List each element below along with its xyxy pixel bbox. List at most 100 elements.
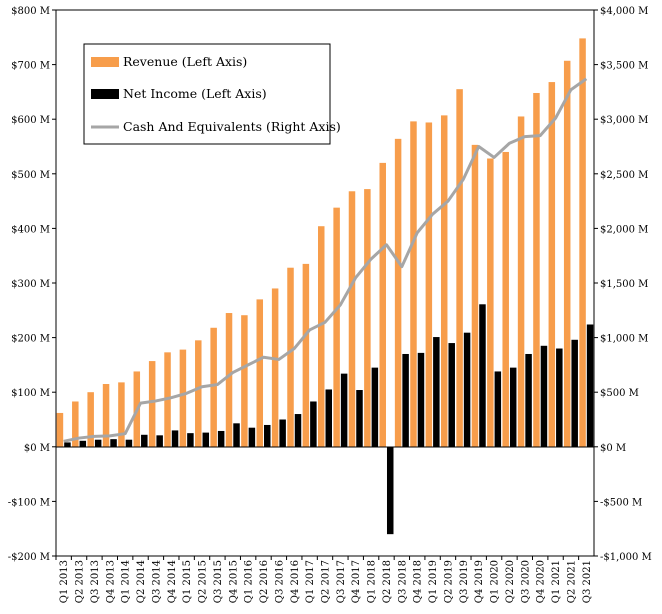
x-axis-tick-label: Q3 2021	[582, 560, 593, 603]
net-income-bar	[125, 439, 133, 447]
x-axis-tick-label: Q1 2019	[428, 560, 439, 603]
net-income-bar	[433, 337, 440, 447]
net-income-bar	[94, 439, 102, 447]
left-axis-tick-label: $400 M	[11, 224, 50, 235]
net-income-bar	[448, 343, 455, 447]
revenue-bar	[471, 144, 479, 447]
net-income-bar	[217, 430, 225, 447]
right-axis-tick-label: $3,000 M	[600, 115, 648, 126]
x-axis-tick-label: Q4 2020	[536, 560, 547, 603]
x-axis-tick-label: Q3 2016	[274, 560, 285, 603]
revenue-bar	[87, 392, 94, 447]
net-income-bar	[141, 434, 148, 447]
net-income-bar	[571, 339, 578, 447]
revenue-bar	[487, 158, 494, 447]
revenue-bar	[210, 327, 217, 447]
x-axis-tick-label: Q1 2016	[244, 560, 255, 603]
x-axis-tick-label: Q3 2017	[336, 560, 347, 603]
revenue-bar	[348, 191, 356, 447]
revenue-bar	[225, 313, 233, 447]
right-axis-tick-label: $4,000 M	[600, 6, 648, 17]
net-income-bar	[187, 433, 194, 447]
x-axis-tick-label: Q3 2020	[520, 560, 531, 603]
right-axis-tick-label: $2,000 M	[600, 224, 648, 235]
right-axis-tick-label: -$500 M	[600, 497, 642, 508]
x-axis-tick-label: Q2 2015	[198, 560, 209, 603]
right-axis-tick-label: $2,500 M	[600, 170, 648, 181]
revenue-bar	[302, 263, 310, 447]
revenue-bar	[440, 115, 448, 447]
revenue-bar	[425, 122, 433, 447]
x-axis-tick-label: Q3 2015	[213, 560, 224, 603]
left-axis-tick-label: $700 M	[11, 61, 50, 72]
x-axis-tick-label: Q2 2013	[75, 560, 86, 603]
revenue-bar	[102, 384, 110, 447]
x-axis-tick-label: Q2 2014	[136, 560, 147, 603]
x-axis: Q1 2013 Q2 2013 Q3 2013 Q4 2013 Q1 2014 Q2 20…	[55, 556, 593, 603]
x-axis-tick-label: Q4 2019	[474, 560, 485, 603]
net-income-bar	[233, 423, 240, 447]
legend-net-income-swatch	[91, 89, 119, 99]
x-axis-tick-label: Q4 2018	[413, 560, 424, 603]
net-income-bar	[156, 435, 163, 447]
net-income-bar	[294, 414, 302, 447]
revenue-bar	[563, 60, 571, 447]
net-income-bar	[79, 440, 87, 447]
legend-box	[83, 43, 331, 145]
net-income-bar	[171, 430, 179, 447]
net-income-bar	[340, 373, 348, 447]
net-income-bar	[540, 345, 548, 447]
x-axis-tick-label: Q4 2015	[228, 560, 239, 603]
legend-revenue-label: Revenue (Left Axis)	[123, 54, 247, 69]
net-income-bar	[325, 389, 332, 447]
right-axis-tick-label: $0 M	[600, 443, 626, 454]
net-income-bar	[386, 446, 394, 535]
revenue-bar	[256, 299, 264, 447]
net-income-bar	[402, 353, 409, 447]
legend-revenue-swatch	[91, 57, 119, 67]
net-income-bar	[417, 352, 425, 447]
x-axis-tick-label: Q2 2021	[566, 560, 577, 603]
revenue-series	[56, 38, 586, 447]
revenue-bar	[179, 349, 187, 447]
x-axis-tick-label: Q1 2015	[182, 560, 193, 603]
revenue-bar	[56, 412, 64, 447]
x-axis-tick-label: Q3 2019	[459, 560, 470, 603]
net-income-bar	[479, 304, 486, 447]
left-axis-tick-label: -$200 M	[8, 552, 50, 563]
legend-net-income-label: Net Income (Left Axis)	[123, 86, 267, 101]
net-income-bar	[525, 353, 532, 447]
right-axis-tick-label: -$1,000 M	[600, 552, 652, 563]
x-axis-tick-label: Q1 2018	[367, 560, 378, 603]
right-axis-tick-label: $500 M	[600, 388, 639, 399]
revenue-bar	[148, 361, 156, 447]
cash-series	[63, 77, 588, 443]
x-axis-tick-label: Q4 2016	[290, 560, 301, 603]
revenue-bar	[533, 92, 540, 447]
revenue-bar	[287, 267, 294, 447]
revenue-bar	[579, 38, 586, 447]
x-axis-tick-label: Q3 2014	[151, 560, 162, 603]
left-axis-tick-label: $100 M	[11, 388, 50, 399]
net-income-series	[64, 304, 594, 535]
x-axis-tick-label: Q2 2018	[382, 560, 393, 603]
net-income-bar	[264, 424, 271, 447]
right-axis: -$1,000 M -$500 M $0 M $500 M $1,000 M $1,500…	[594, 6, 652, 563]
revenue-bar	[394, 138, 402, 447]
x-axis-tick-label: Q2 2016	[259, 560, 270, 603]
revenue-bar	[318, 226, 325, 447]
revenue-bar	[502, 151, 509, 447]
net-income-bar	[556, 348, 563, 447]
revenue-bar	[548, 82, 556, 447]
right-axis-tick-label: $3,500 M	[600, 61, 648, 72]
net-income-bar	[64, 442, 71, 447]
x-axis-tick-label: Q2 2019	[443, 560, 454, 603]
x-axis-tick-label: Q1 2020	[490, 560, 501, 603]
left-axis-tick-label: $0 M	[24, 443, 50, 454]
right-axis-tick-label: $1,500 M	[600, 279, 648, 290]
net-income-bar	[586, 324, 594, 447]
revenue-bar	[271, 288, 279, 447]
net-income-bar	[509, 367, 517, 447]
revenue-bar	[364, 189, 371, 447]
left-axis-tick-label: $500 M	[11, 170, 50, 181]
